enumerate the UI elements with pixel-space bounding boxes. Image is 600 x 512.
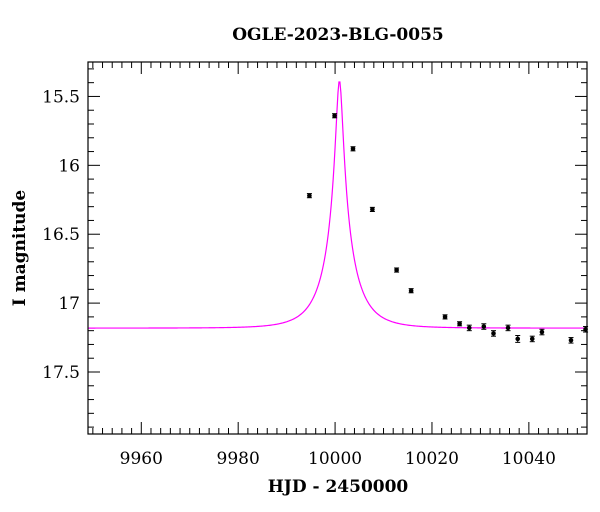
y-tick-label: 15.5 <box>42 87 80 107</box>
data-point <box>481 323 487 330</box>
chart-title: OGLE-2023-BLG-0055 <box>232 25 444 45</box>
data-point <box>350 146 356 152</box>
data-marker <box>332 113 337 119</box>
data-point <box>568 337 574 344</box>
data-marker <box>539 329 545 335</box>
data-marker <box>408 288 414 294</box>
x-tick-label: 9960 <box>120 449 163 469</box>
y-axis-label: I magnitude <box>10 190 30 307</box>
data-point <box>466 324 472 332</box>
data-marker <box>466 325 472 331</box>
tick-labels: 9960 9980 10000 10020 10040 15.5 16 16.5 17 17.5 <box>42 87 556 469</box>
x-tick-label: 10040 <box>502 449 556 469</box>
plot-frame <box>87 61 588 435</box>
data-marker <box>515 336 521 342</box>
data-point <box>539 328 545 336</box>
x-axis-label: HJD - 2450000 <box>268 477 409 497</box>
data-point <box>515 334 521 343</box>
data-marker <box>370 207 375 212</box>
data-marker <box>529 336 535 342</box>
x-tick-label: 10020 <box>405 449 459 469</box>
y-tick-label: 16.5 <box>42 225 80 245</box>
axis-ticks <box>88 62 588 434</box>
data-point <box>408 288 414 294</box>
data-point <box>442 314 448 320</box>
x-tick-label: 10000 <box>308 449 362 469</box>
data-point <box>457 321 463 327</box>
data-point <box>394 267 400 273</box>
data-marker <box>457 321 462 327</box>
data-point <box>529 335 535 343</box>
y-tick-label: 16 <box>58 156 80 176</box>
data-point <box>369 206 375 212</box>
data-marker <box>505 325 511 331</box>
x-tick-label: 9980 <box>217 449 260 469</box>
data-point <box>505 324 511 332</box>
data-points <box>306 113 589 344</box>
data-marker <box>350 146 356 152</box>
data-marker <box>481 324 487 329</box>
data-marker <box>491 331 496 336</box>
data-point <box>306 193 312 199</box>
data-marker <box>307 193 312 198</box>
data-marker <box>394 267 399 273</box>
data-marker <box>568 338 574 343</box>
y-tick-label: 17 <box>58 294 80 314</box>
y-tick-label: 17.5 <box>42 363 80 383</box>
model-curve <box>88 81 587 329</box>
data-marker <box>442 314 448 320</box>
data-point <box>491 330 496 337</box>
data-point <box>332 113 338 119</box>
